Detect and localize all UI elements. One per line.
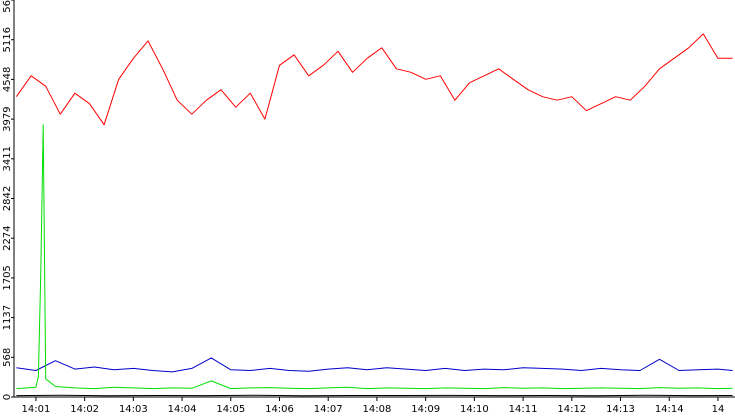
y-tick-label: 4548 bbox=[2, 67, 13, 92]
y-tick-label: 1705 bbox=[2, 265, 13, 290]
x-tick-label: 14:11 bbox=[509, 404, 538, 415]
x-tick-label: 14:12 bbox=[557, 404, 586, 415]
x-tick-label: 14:10 bbox=[460, 404, 489, 415]
y-tick-label: 0 bbox=[2, 394, 13, 400]
y-tick-label: 3979 bbox=[2, 106, 13, 131]
y-tick-label: 568 bbox=[2, 348, 13, 367]
y-tick-label: 1137 bbox=[2, 305, 13, 330]
x-tick-label: 14:07 bbox=[314, 404, 343, 415]
x-tick-label: 14:13 bbox=[606, 404, 635, 415]
x-tick-label: 14:03 bbox=[119, 404, 148, 415]
y-tick-label: 2842 bbox=[2, 186, 13, 211]
y-tick-label: 3411 bbox=[2, 146, 13, 171]
y-tick-label: 5116 bbox=[2, 27, 13, 52]
x-tick-label: 14:02 bbox=[70, 404, 99, 415]
x-tick-label: 14:05 bbox=[216, 404, 245, 415]
y-tick-label: 5685 bbox=[2, 0, 13, 13]
x-tick-label: 14:09 bbox=[411, 404, 440, 415]
x-tick-label: 14 bbox=[712, 404, 725, 415]
x-tick-label: 14:01 bbox=[22, 404, 51, 415]
x-tick-label: 14:04 bbox=[168, 404, 197, 415]
x-tick-label: 14:06 bbox=[265, 404, 294, 415]
x-tick-label: 14:14 bbox=[655, 404, 684, 415]
y-tick-label: 2274 bbox=[2, 225, 13, 250]
x-tick-label: 14:08 bbox=[363, 404, 392, 415]
